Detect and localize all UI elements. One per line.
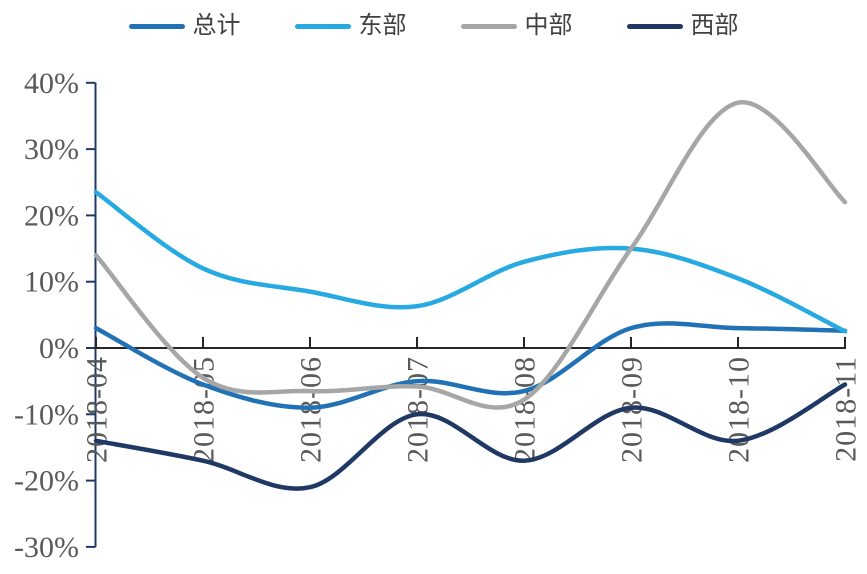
y-axis-label: 10% — [24, 266, 79, 299]
legend-swatch-east — [294, 23, 351, 29]
series-line-total — [93, 321, 848, 410]
y-axis-label: 20% — [24, 199, 79, 232]
series-line-central — [93, 100, 848, 410]
legend-label-total: 总计 — [192, 13, 241, 39]
y-axis-label: 40% — [24, 67, 79, 100]
legend-item-central: 中部 — [460, 13, 573, 39]
x-axis-label: 2018-07 — [402, 356, 435, 463]
legend-label-central: 中部 — [524, 13, 573, 39]
legend-swatch-central — [460, 23, 517, 29]
series-line-east — [93, 189, 848, 334]
legend-label-west: 西部 — [690, 13, 739, 39]
legend-swatch-total — [128, 23, 185, 29]
chart-legend: 总计 东部 中部 西部 — [0, 14, 867, 38]
legend-swatch-west — [626, 23, 683, 29]
legend-item-east: 东部 — [294, 13, 407, 39]
x-axis-label: 2018-04 — [81, 356, 114, 463]
series-line-west — [93, 382, 848, 491]
y-axis-label: -10% — [14, 398, 79, 431]
y-axis-label: 30% — [24, 133, 79, 166]
x-axis-label: 2018-08 — [509, 356, 542, 463]
x-axis-label: 2018-11 — [830, 356, 863, 462]
y-axis-label: 0% — [39, 332, 79, 365]
x-axis-label: 2018-10 — [723, 356, 756, 463]
legend-item-total: 总计 — [128, 13, 241, 39]
y-axis-label: -20% — [14, 465, 79, 498]
legend-label-east: 东部 — [358, 13, 407, 39]
y-axis-label: -30% — [14, 531, 79, 564]
x-axis-label: 2018-05 — [188, 356, 221, 463]
legend-item-west: 西部 — [626, 13, 739, 39]
